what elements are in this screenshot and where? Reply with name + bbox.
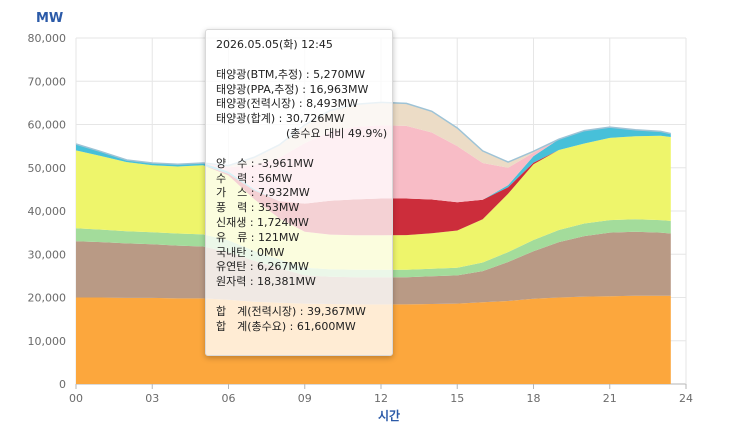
y-tick-label: 30,000 — [28, 248, 67, 261]
tooltip-total-demand: 합 계(총수요) : 61,600MW — [216, 319, 356, 333]
tooltip-solar-btm: 태양광(BTM,추정) : 5,270MW — [216, 67, 365, 81]
tooltip-wind: 풍 력 : 353MW — [216, 201, 300, 215]
tooltip-solar-market: 태양광(전력시장) : 8,493MW — [216, 97, 358, 111]
tooltip-solar-total: 태양광(합계) : 30,726MW — [216, 112, 345, 126]
tooltip-total-market: 합 계(전력시장) : 39,367MW — [216, 304, 366, 318]
y-tick-label: 70,000 — [28, 75, 67, 88]
tooltip-oil: 유 류 : 121MW — [216, 230, 300, 244]
tooltip-solar-ppa: 태양광(PPA,추정) : 16,963MW — [216, 82, 369, 96]
x-tick-label: 09 — [298, 392, 312, 405]
y-tick-label: 60,000 — [28, 119, 67, 132]
tooltip-title: 2026.05.05(화) 12:45 — [216, 38, 333, 51]
x-tick-label: 12 — [374, 392, 388, 405]
unit-label: MW — [36, 11, 63, 26]
tooltip-gas: 가 스 : 7,932MW — [216, 186, 310, 200]
area-hydro_pumped — [76, 127, 671, 204]
tooltip-renewable: 신재생 : 1,724MW — [216, 215, 309, 229]
x-tick-label: 03 — [145, 392, 159, 405]
x-tick-label: 24 — [679, 392, 693, 405]
y-tick-label: 40,000 — [28, 205, 67, 218]
x-axis-label: 시간 — [378, 408, 400, 423]
area-renewable_other — [76, 219, 671, 278]
tooltip-pumped: 양 수 : -3,961MW — [216, 156, 314, 170]
tooltip-hydro: 수 력 : 56MW — [216, 171, 293, 185]
x-tick-label: 00 — [69, 392, 83, 405]
y-tick-label: 20,000 — [28, 292, 67, 305]
tooltip-solar-ratio: (총수요 대비 49.9%) — [286, 126, 388, 140]
y-tick-label: 80,000 — [28, 32, 67, 45]
x-tick-label: 15 — [450, 392, 464, 405]
y-tick-label: 50,000 — [28, 162, 67, 175]
tooltip-nuclear: 원자력 : 18,381MW — [216, 275, 316, 289]
tooltip-anthracite: 국내탄 : 0MW — [216, 245, 285, 259]
x-tick-label: 18 — [527, 392, 541, 405]
y-tick-label: 10,000 — [28, 335, 67, 348]
x-tick-label: 06 — [222, 392, 236, 405]
x-tick-label: 21 — [603, 392, 617, 405]
tooltip-bituminous: 유연탄 : 6,267MW — [216, 260, 309, 274]
axes: 0 10,000 20,000 30,000 40,000 50,000 60,000 70,… — [28, 32, 694, 405]
y-tick-label: 0 — [59, 378, 66, 391]
tooltip: 2026.05.05(화) 12:45 태양광(BTM,추정) : 5,270M… — [205, 29, 393, 356]
